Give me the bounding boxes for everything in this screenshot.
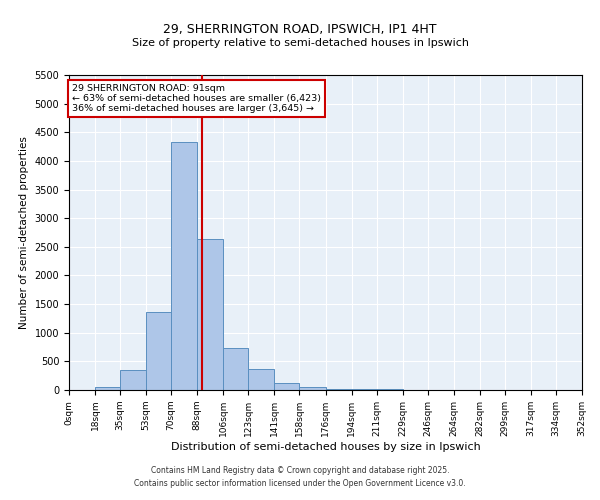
Bar — [274, 382, 299, 390]
Text: Contains HM Land Registry data © Crown copyright and database right 2025.
Contai: Contains HM Land Registry data © Crown c… — [134, 466, 466, 487]
X-axis label: Distribution of semi-detached houses by size in Ipswich: Distribution of semi-detached houses by … — [170, 442, 481, 452]
Bar — [223, 348, 248, 390]
Bar — [95, 387, 120, 390]
Bar — [120, 370, 146, 390]
Bar — [146, 312, 171, 390]
Bar — [197, 239, 223, 390]
Text: Size of property relative to semi-detached houses in Ipswich: Size of property relative to semi-detach… — [131, 38, 469, 48]
Text: 29 SHERRINGTON ROAD: 91sqm
← 63% of semi-detached houses are smaller (6,423)
36%: 29 SHERRINGTON ROAD: 91sqm ← 63% of semi… — [72, 84, 321, 114]
Bar — [299, 387, 326, 390]
Bar — [248, 369, 274, 390]
Bar — [352, 389, 377, 390]
Bar — [325, 388, 352, 390]
Text: 29, SHERRINGTON ROAD, IPSWICH, IP1 4HT: 29, SHERRINGTON ROAD, IPSWICH, IP1 4HT — [163, 22, 437, 36]
Y-axis label: Number of semi-detached properties: Number of semi-detached properties — [19, 136, 29, 329]
Bar — [171, 142, 197, 390]
